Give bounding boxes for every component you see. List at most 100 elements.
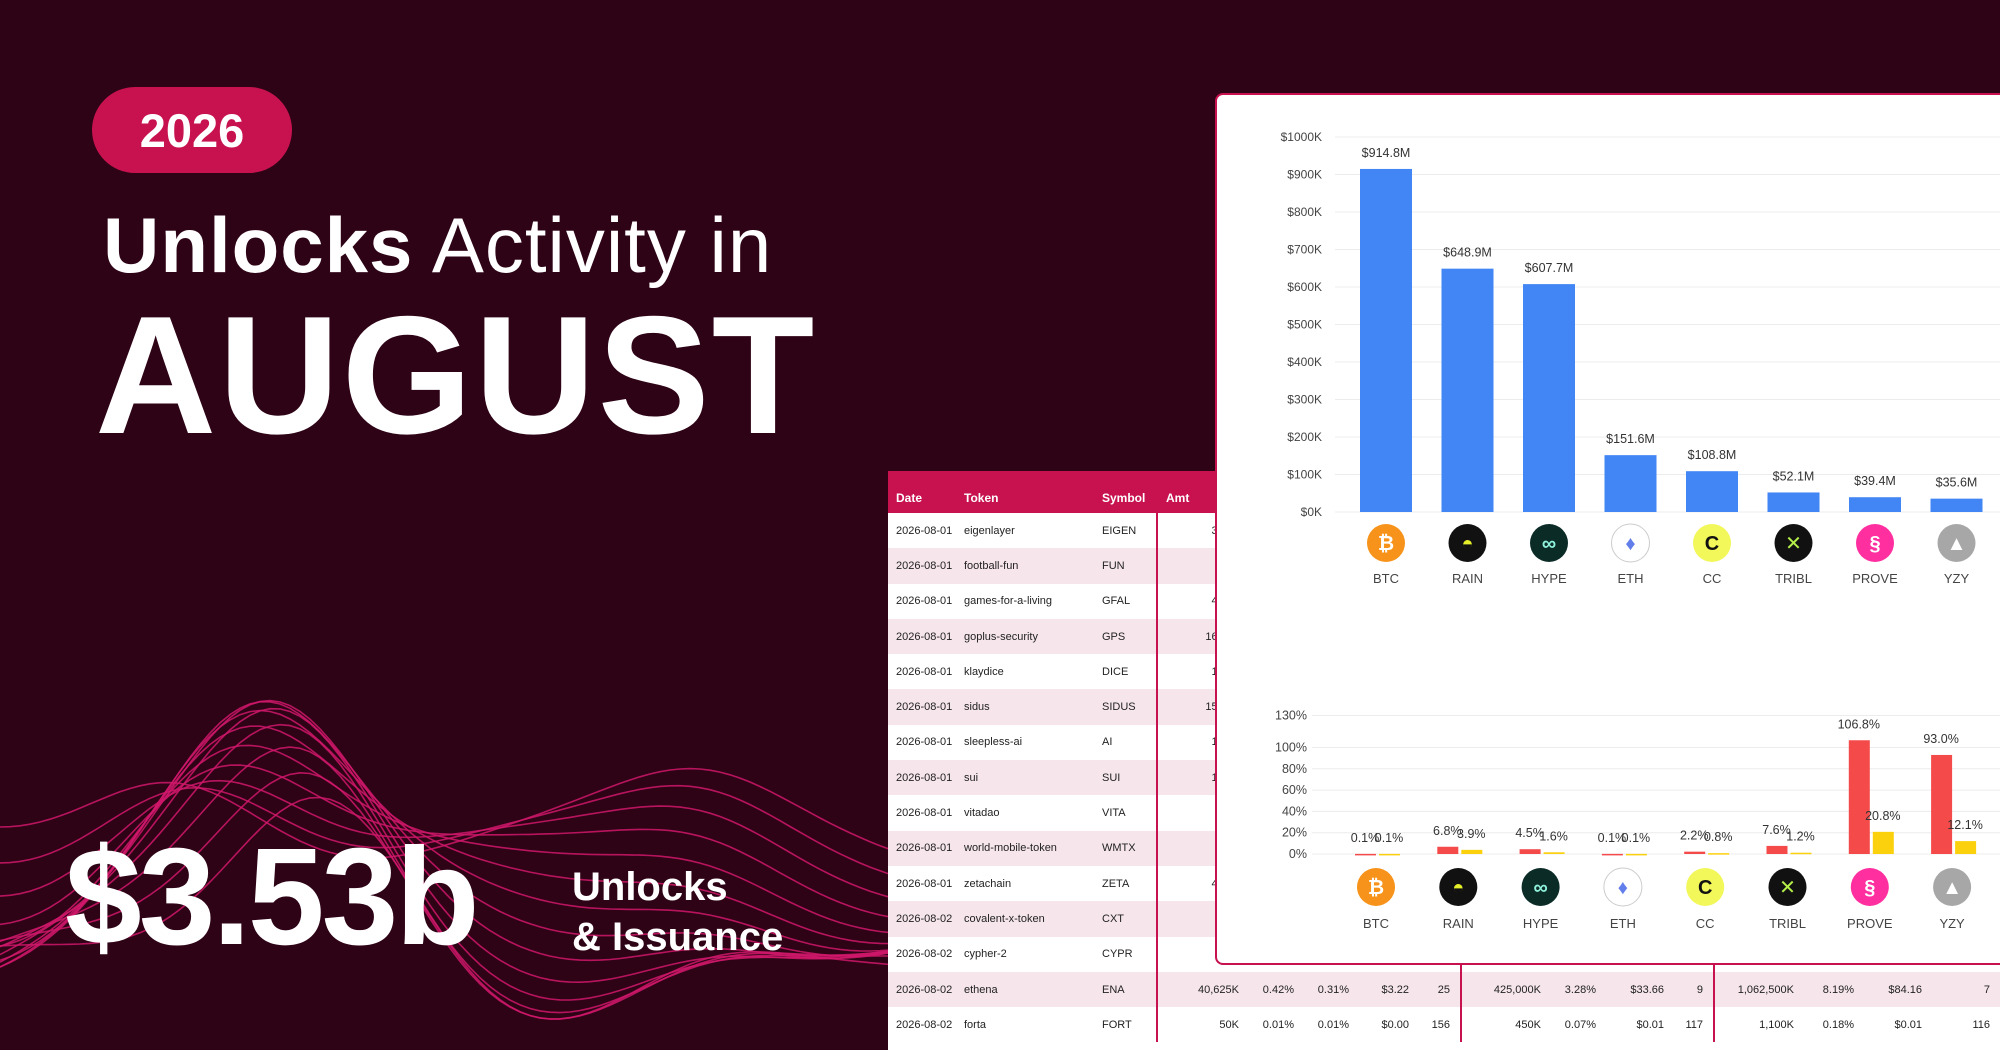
cell-token: ethena: [956, 971, 1094, 1008]
cell-date: 2026-08-01: [896, 736, 953, 749]
bar-eth-s2: [1625, 853, 1647, 856]
cell-symbol: SUI: [1094, 760, 1158, 796]
ethereum-icon: ♦: [1611, 523, 1650, 563]
cell-date: 2026-08-01: [896, 595, 953, 608]
bar-value-label: $35.6M: [1936, 476, 1978, 490]
bar-hype-s2: [1543, 852, 1565, 854]
bar-value-label: 0.1%: [1622, 831, 1651, 845]
bar-value-label: 2.2%: [1680, 829, 1709, 843]
y-tick-label: 80%: [1282, 762, 1307, 776]
cell-metric: $84.16: [1864, 971, 1932, 1008]
cell-metric: 117: [1674, 1007, 1715, 1043]
bar-btc-s2: [1379, 853, 1400, 856]
cell-token: klaydice: [964, 665, 1004, 678]
ethereum-icon: ♦: [1603, 867, 1643, 907]
y-tick-label: $300K: [1287, 393, 1322, 407]
svg-text:C: C: [1705, 533, 1719, 555]
bar-value-label: 6.8%: [1433, 824, 1462, 838]
svg-text:∞: ∞: [1533, 877, 1547, 899]
month-title: AUGUST: [95, 281, 817, 469]
bar-value-label: 7.6%: [1762, 823, 1791, 837]
bar-value-label: 0.8%: [1704, 830, 1733, 844]
bar-value-label: $914.8M: [1362, 146, 1411, 160]
cell-symbol: FUN: [1094, 548, 1158, 584]
cell-symbol: GPS: [1094, 618, 1158, 655]
cell-token: world-mobile-token: [956, 830, 1094, 866]
caption-line-2: & Issuance: [572, 915, 784, 959]
svg-text:◓: ◓: [1461, 533, 1473, 555]
svg-text:₿: ₿: [1378, 533, 1394, 555]
bar-value-label: 1.2%: [1786, 830, 1815, 844]
cell-metric: 3.28%: [1551, 971, 1606, 1008]
bar-tribl-s1: [1766, 845, 1788, 854]
bar-rain-s2: [1461, 849, 1483, 854]
hyperliquid-icon: ∞: [1521, 868, 1560, 906]
svg-text:§: §: [1869, 533, 1880, 555]
cell-token: sidus: [956, 689, 1094, 725]
x-tick-label: BTC: [1373, 571, 1399, 586]
bar-value-label: 0.1%: [1598, 831, 1627, 845]
cell-symbol: DICE: [1094, 654, 1158, 690]
y-tick-label: $100K: [1287, 468, 1322, 482]
rain-icon: ◓: [1448, 524, 1487, 562]
bar-cc: [1686, 471, 1738, 512]
bar-tribl-s2: [1790, 852, 1812, 855]
bar-cc-s1: [1684, 851, 1706, 854]
cell-token: eigenlayer: [964, 524, 1015, 537]
cell-token: vitadao: [964, 807, 1000, 820]
x-tick-label: RAIN: [1452, 571, 1483, 586]
cell-metric: 425,000K: [1461, 971, 1551, 1008]
cell-token: games-for-a-living: [964, 595, 1053, 608]
col-header-token[interactable]: Token: [956, 483, 1094, 513]
bar-eth-s1: [1601, 853, 1623, 856]
decorative-wave-lines: [0, 699, 980, 1020]
cell-date: 2026-08-01: [896, 877, 953, 890]
bar-prove-s1: [1848, 740, 1870, 854]
bar-value-label: $108.8M: [1688, 448, 1737, 462]
svg-text:✕: ✕: [1785, 533, 1802, 555]
bar-value-label: $607.7M: [1525, 261, 1574, 275]
cell-symbol: ENA: [1094, 971, 1158, 1008]
bar-value-label: 3.9%: [1457, 827, 1486, 841]
y-tick-label: 130%: [1275, 709, 1307, 723]
col-header-date[interactable]: Date: [888, 483, 956, 513]
bar-value-label: 1.6%: [1539, 829, 1568, 843]
cell-date: 2026-08-02: [896, 1018, 953, 1031]
cell-metric: 0.18%: [1822, 1018, 1854, 1031]
caption-line-1: Unlocks: [572, 865, 728, 909]
bitcoin-icon: ₿: [1357, 868, 1395, 906]
cell-date: 2026-08-01: [896, 665, 953, 678]
cell-token: cypher-2: [964, 948, 1007, 961]
cell-symbol: VITA: [1094, 795, 1158, 831]
x-tick-label: ETH: [1618, 571, 1644, 586]
cell-date: 2026-08-02: [888, 971, 956, 1008]
y-tick-label: $0K: [1301, 505, 1322, 519]
cell-metric: $0.00: [1381, 1018, 1409, 1031]
bar-value-label: 12.1%: [1947, 818, 1982, 832]
cell-symbol: CXT: [1094, 901, 1158, 937]
cell-metric: 1,062,500K: [1714, 971, 1804, 1008]
bar-cc-s2: [1708, 853, 1730, 855]
bar-yzy-s2: [1955, 841, 1977, 854]
svg-text:▲: ▲: [1947, 533, 1967, 555]
bar-value-label: 20.8%: [1865, 809, 1900, 823]
col-header-symbol[interactable]: Symbol: [1094, 483, 1158, 513]
cell-metric: $0.01: [1894, 1018, 1922, 1031]
bar-prove: [1849, 497, 1901, 512]
table-row: 2026-08-02 forta FORT 50K 0.01% 0.01% $0.00 156…: [888, 1007, 2000, 1043]
bar-value-label: 0.1%: [1375, 831, 1404, 845]
bar-value-label: 93.0%: [1923, 732, 1958, 746]
headline-bold: Unlocks: [103, 201, 414, 289]
x-tick-label: RAIN: [1443, 916, 1474, 931]
cell-token: sleepless-ai: [964, 736, 1023, 749]
y-tick-label: 40%: [1282, 804, 1307, 818]
cell-metric: 0.31%: [1304, 971, 1359, 1008]
bar-eth: [1604, 455, 1657, 512]
wave-line: [0, 725, 980, 962]
cell-amt: 50K: [1219, 1018, 1239, 1031]
x-tick-label: TRIBL: [1775, 571, 1812, 586]
cell-metric: 450K: [1515, 1018, 1541, 1031]
x-tick-label: YZY: [1939, 916, 1965, 931]
bar-value-label: $52.1M: [1773, 469, 1815, 483]
cell-metric: $3.22: [1359, 971, 1419, 1008]
